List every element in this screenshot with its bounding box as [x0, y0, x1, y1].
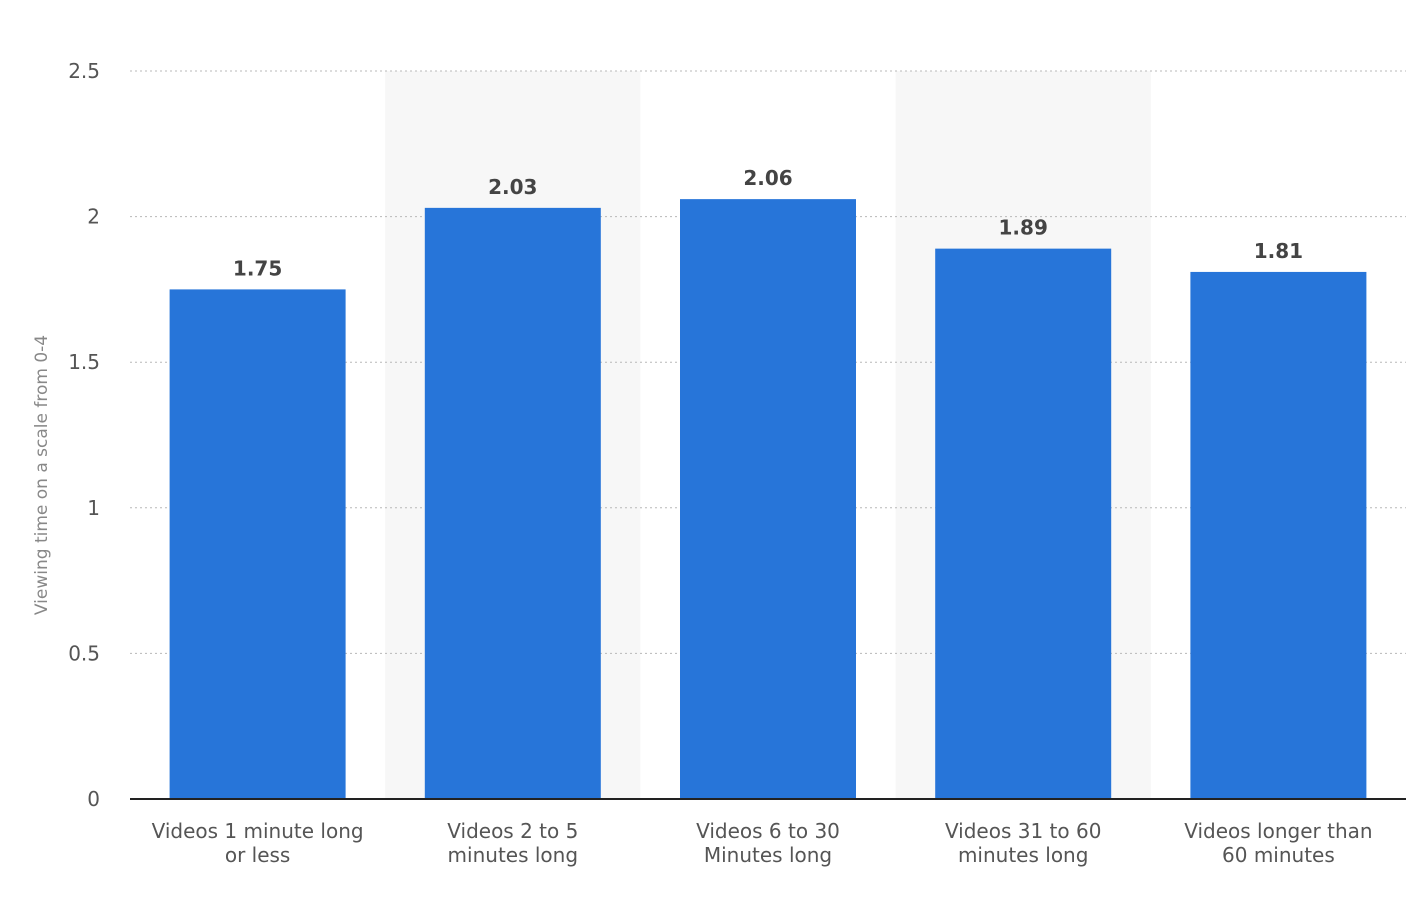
- bar-value-label: 1.81: [1254, 239, 1303, 263]
- x-category-label: Videos 2 to 5 minutes long: [447, 819, 578, 867]
- y-tick-label: 1: [87, 496, 100, 520]
- x-category-label: Videos 1 minute long or less: [152, 819, 364, 867]
- y-axis-title: Viewing time on a scale from 0-4: [32, 335, 52, 615]
- bar-value-label: 1.89: [999, 216, 1048, 240]
- bar-value-label: 2.03: [488, 175, 537, 199]
- bar[interactable]: [680, 199, 856, 800]
- y-axis-ticks: 0 0.5 1 1.5 2 2.5: [68, 59, 100, 811]
- x-axis-category-labels: Videos 1 minute long or less Videos 2 to 5…: [152, 819, 1373, 867]
- y-tick-label: 2.5: [68, 59, 100, 83]
- x-category-label: Videos longer than 60 minutes: [1184, 819, 1372, 867]
- y-tick-label: 0.5: [68, 641, 100, 665]
- bar[interactable]: [1190, 271, 1367, 800]
- x-category-label: Videos 6 to 30 Minutes long: [696, 819, 840, 867]
- y-tick-label: 1.5: [68, 350, 100, 374]
- bar-value-label: 1.75: [233, 256, 282, 280]
- bar-value-label: 2.06: [743, 166, 792, 190]
- value-labels: 1.75 2.03 2.06 1.89 1.81: [233, 166, 1303, 280]
- y-tick-label: 0: [87, 787, 100, 811]
- y-tick-label: 2: [87, 205, 100, 229]
- bar[interactable]: [424, 207, 601, 799]
- bars: [169, 199, 1367, 800]
- bar[interactable]: [935, 248, 1112, 799]
- bar[interactable]: [169, 289, 346, 799]
- x-category-label: Videos 31 to 60 minutes long: [945, 819, 1102, 867]
